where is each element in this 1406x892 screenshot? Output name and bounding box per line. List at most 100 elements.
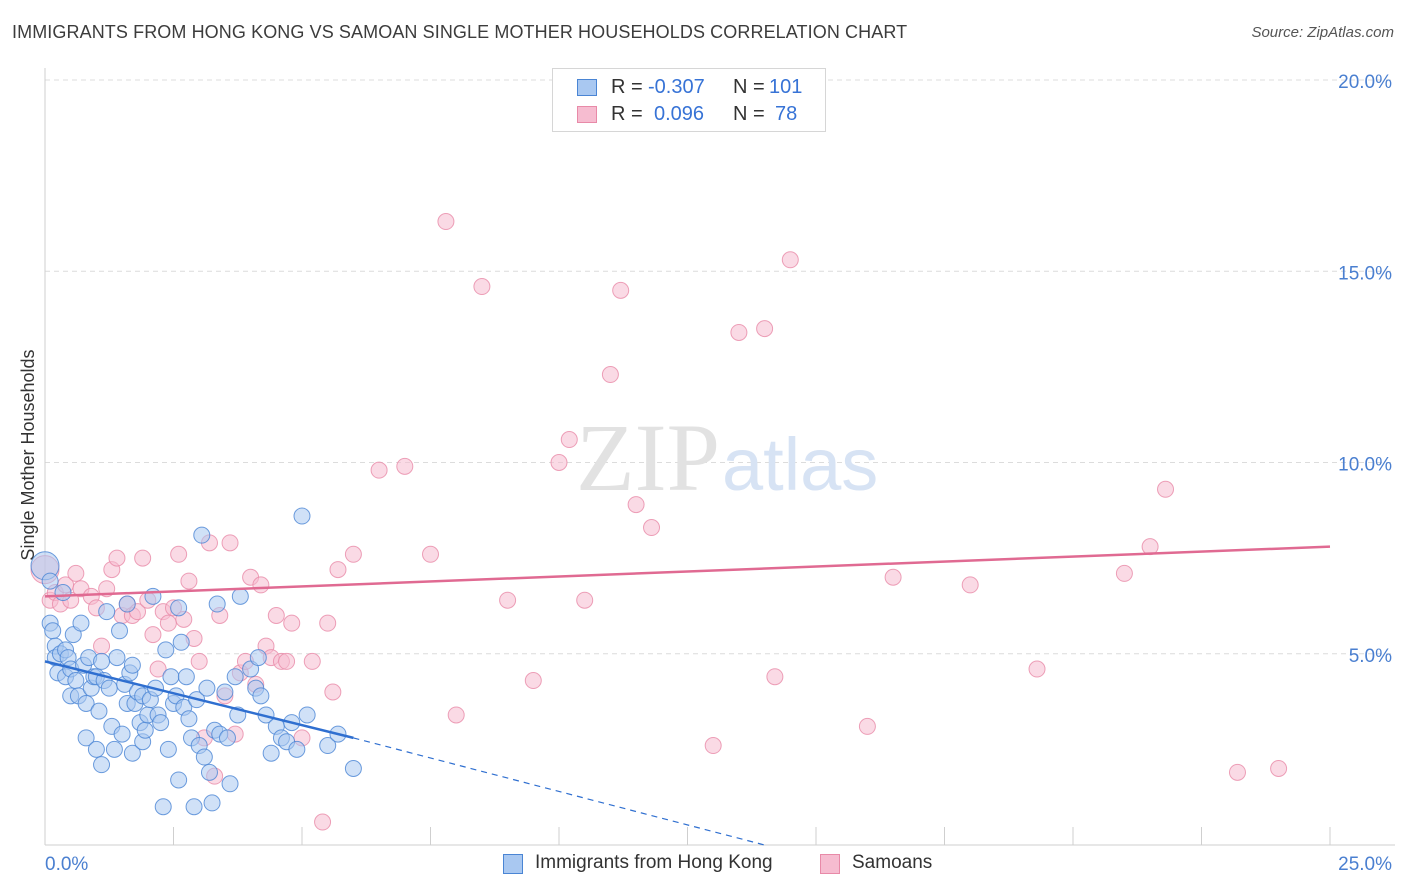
data-point	[437, 213, 455, 231]
data-point	[252, 576, 270, 594]
data-point	[884, 568, 902, 586]
data-point	[111, 622, 129, 640]
data-point	[627, 496, 645, 514]
data-point	[93, 637, 111, 655]
legend-r-label: R =	[611, 103, 643, 125]
data-point	[203, 794, 221, 812]
data-point	[93, 652, 111, 670]
data-point	[1228, 763, 1246, 781]
legend-r-label: R =	[611, 76, 643, 98]
data-point	[344, 760, 362, 777]
data-point	[77, 694, 95, 712]
data-point	[172, 633, 190, 651]
data-point	[249, 649, 267, 667]
data-point	[1270, 760, 1288, 777]
data-point	[162, 668, 180, 686]
data-point	[87, 740, 105, 758]
trend-line-blue	[44, 660, 354, 740]
data-point	[118, 595, 136, 613]
data-point	[41, 572, 59, 590]
data-point	[612, 281, 630, 299]
data-point	[159, 614, 177, 632]
data-point	[422, 545, 439, 563]
data-point	[298, 706, 316, 724]
data-point	[77, 729, 95, 747]
data-point	[105, 740, 123, 758]
legend-swatch-pink	[820, 854, 840, 874]
y-tick-label: 15.0%	[1338, 263, 1392, 284]
data-point	[293, 507, 311, 525]
data-point	[756, 320, 774, 338]
data-point	[319, 737, 337, 755]
data-point	[643, 519, 661, 537]
data-point	[170, 771, 188, 789]
gridlines	[45, 79, 1395, 655]
data-point	[200, 763, 218, 781]
data-point	[324, 683, 342, 701]
data-point	[90, 702, 108, 720]
chart-title: IMMIGRANTS FROM HONG KONG VS SAMOAN SING…	[12, 22, 908, 42]
source-label: Source: ZipAtlas.com	[1251, 24, 1394, 41]
data-point	[262, 744, 280, 762]
y-tick-labels: 5.0% 10.0% 15.0% 20.0%	[1338, 72, 1392, 667]
data-point	[218, 729, 236, 747]
data-point	[221, 775, 239, 793]
data-point	[704, 737, 722, 755]
data-point	[108, 649, 126, 667]
data-point	[67, 564, 85, 582]
data-point	[283, 614, 301, 632]
data-point	[329, 561, 347, 579]
data-point	[314, 813, 332, 831]
data-point	[108, 549, 126, 567]
y-tick-label: 10.0%	[1338, 455, 1392, 476]
legend-label: Immigrants from Hong Kong	[535, 852, 773, 873]
legend-r-value: 0.096	[654, 103, 705, 125]
data-point	[1028, 660, 1046, 678]
data-point	[67, 672, 85, 690]
trend-line-extension-blue	[353, 737, 765, 846]
data-point	[288, 740, 306, 758]
legend-item-hong-kong: Immigrants from Hong Kong	[503, 850, 803, 878]
data-point	[221, 534, 239, 552]
data-point	[550, 454, 568, 471]
data-point	[195, 748, 213, 766]
legend-swatch-blue	[577, 79, 597, 96]
data-point	[524, 672, 542, 690]
data-point	[252, 687, 270, 705]
legend-n-value: 101	[769, 76, 803, 98]
data-point	[157, 641, 175, 659]
data-point	[473, 278, 491, 296]
legend-r-value: -0.307	[648, 76, 705, 98]
data-point	[177, 668, 195, 686]
data-point	[447, 706, 465, 724]
data-point	[1157, 480, 1175, 498]
data-point	[198, 679, 216, 697]
data-point	[216, 683, 234, 701]
data-point	[180, 710, 198, 728]
trend-lines	[44, 545, 1331, 846]
data-point	[152, 714, 170, 732]
data-point	[159, 740, 177, 758]
data-point	[319, 614, 337, 632]
data-point	[154, 798, 172, 816]
x-tick-label: 25.0%	[1338, 854, 1392, 875]
y-tick-label: 20.0%	[1338, 72, 1392, 93]
data-point	[72, 614, 90, 632]
data-point	[123, 656, 141, 674]
data-point	[134, 549, 152, 567]
data-point	[231, 587, 249, 605]
legend-row-pink: R = 0.096 N = 78	[553, 102, 823, 128]
legend-swatch-blue	[503, 854, 523, 874]
data-point	[396, 457, 414, 475]
data-point	[190, 652, 208, 670]
data-point	[144, 626, 162, 644]
data-point	[185, 798, 203, 816]
data-point	[170, 545, 188, 563]
data-point	[100, 679, 118, 697]
data-point	[303, 652, 321, 670]
data-point	[730, 323, 748, 341]
x-tick-labels: 0.0% 25.0%	[45, 854, 1392, 875]
data-point	[113, 725, 131, 743]
data-point	[560, 431, 578, 449]
